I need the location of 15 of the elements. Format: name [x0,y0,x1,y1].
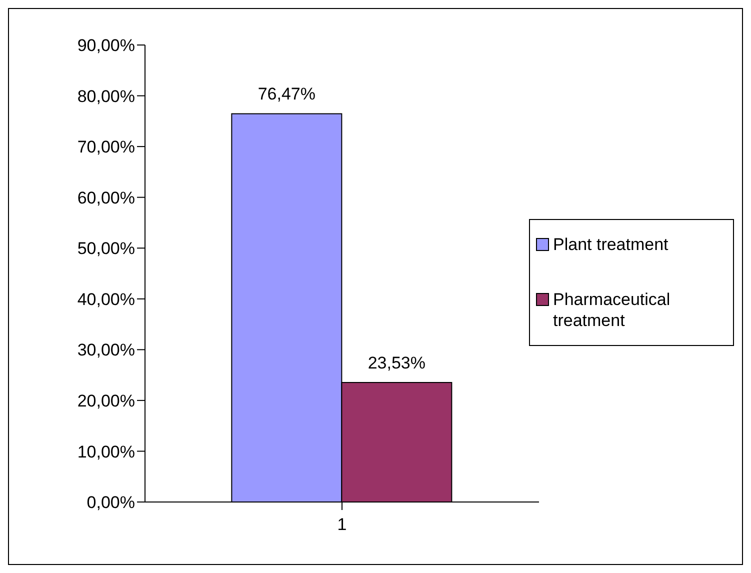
y-tick-label: 20,00% [77,391,135,410]
y-tick-label: 90,00% [77,36,135,56]
y-tick-label: 70,00% [77,138,135,157]
data-label: 23,53% [368,354,426,373]
y-tick-label: 80,00% [77,86,135,106]
x-tick-label: 1 [337,515,347,534]
y-tick-label: 50,00% [77,239,135,258]
y-tick-label: 40,00% [77,290,135,309]
y-tick-label: 10,00% [77,442,135,462]
y-tick-label: 30,00% [77,340,135,360]
y-tick-label: 60,00% [77,188,135,208]
y-tick-label: 0,00% [86,493,135,512]
data-label: 76,47% [258,84,316,104]
legend-label: Plant treatment [553,234,668,255]
legend-label: Pharmaceutical treatment [553,289,672,331]
